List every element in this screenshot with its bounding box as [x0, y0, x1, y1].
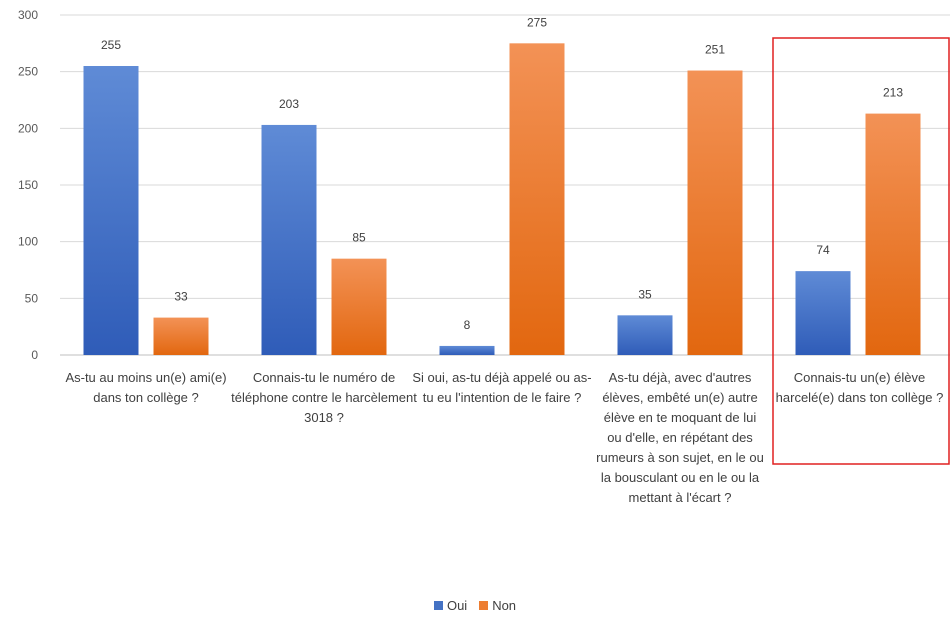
bar-oui — [439, 345, 495, 355]
y-tick-label: 300 — [18, 8, 38, 22]
category-label: As-tu au moins un(e) ami(e) dans ton col… — [65, 370, 227, 405]
data-label: 251 — [705, 43, 725, 57]
bar-oui — [795, 271, 851, 355]
data-label: 213 — [883, 86, 903, 100]
legend-label-oui: Oui — [446, 598, 468, 613]
data-label: 203 — [279, 97, 299, 111]
data-label: 255 — [101, 38, 121, 52]
bar-non — [331, 258, 387, 355]
bar-non — [153, 317, 209, 355]
category-label: Connais-tu le numéro de téléphone contre… — [231, 370, 417, 425]
category-label: As-tu déjà, avec d'autres élèves, embêté… — [596, 370, 764, 505]
data-label: 35 — [638, 287, 652, 301]
data-labels: 255 33 203 85 8 275 35 251 74 213 — [101, 15, 903, 332]
bar-non — [865, 113, 921, 355]
bar-non — [687, 70, 743, 356]
y-tick-label: 100 — [18, 235, 38, 249]
data-label: 8 — [464, 318, 471, 332]
legend-item-non: Non — [479, 598, 516, 613]
category-label: Si oui, as-tu déjà appelé ou as-tu eu l'… — [412, 370, 592, 405]
bar-oui — [83, 66, 139, 355]
data-label: 74 — [816, 243, 830, 257]
y-tick-label: 50 — [25, 291, 39, 305]
legend-item-oui: Oui — [433, 598, 468, 613]
bar-oui — [261, 124, 317, 355]
legend: Oui Non — [0, 598, 950, 613]
legend-swatch-oui — [433, 601, 443, 610]
data-label: 85 — [352, 231, 366, 245]
y-tick-label: 200 — [18, 121, 38, 135]
y-axis: 0 50 100 150 200 250 300 — [18, 8, 38, 362]
category-label: Connais-tu un(e) élève harcelé(e) dans t… — [775, 370, 944, 405]
bar-oui — [617, 315, 673, 355]
gridlines — [60, 14, 950, 356]
data-label: 33 — [174, 290, 188, 304]
data-label: 275 — [527, 15, 547, 29]
legend-label-non: Non — [492, 598, 517, 613]
y-tick-label: 0 — [31, 348, 38, 362]
legend-swatch-non — [479, 601, 489, 610]
bars — [83, 43, 921, 356]
highlight-box — [772, 37, 950, 465]
bar-non — [509, 43, 565, 355]
y-tick-label: 250 — [18, 65, 38, 79]
y-tick-label: 150 — [18, 178, 38, 192]
